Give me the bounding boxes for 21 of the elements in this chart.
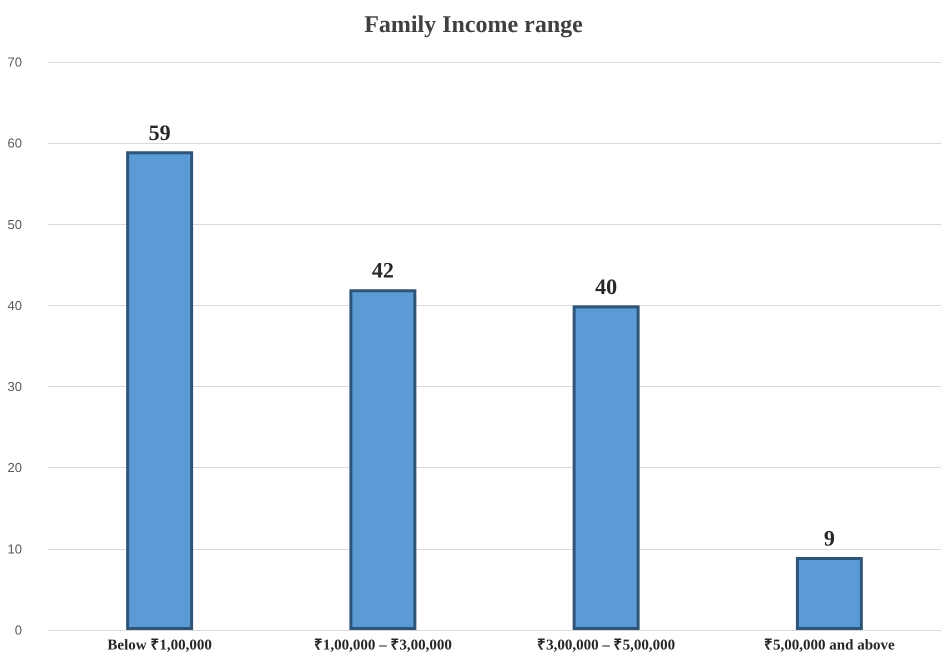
bar: [572, 305, 640, 630]
bar: [349, 289, 416, 630]
y-tick-label: 60: [8, 136, 22, 151]
y-tick-label: 40: [8, 298, 22, 313]
x-tick-label: ₹5,00,000 and above: [764, 638, 896, 654]
data-label: 42: [372, 258, 394, 283]
data-label: 59: [148, 120, 171, 145]
y-tick-label: 50: [8, 216, 22, 232]
bar: [796, 556, 863, 630]
y-tick-label: 20: [8, 460, 22, 476]
x-tick-label: ₹1,00,000 – ₹3,00,000: [314, 638, 452, 654]
bar: [126, 151, 194, 630]
y-tick-label: 30: [8, 379, 22, 394]
x-tick-label: ₹3,00,000 – ₹5,00,000: [537, 638, 676, 654]
data-label: 9: [824, 525, 835, 550]
y-tick-label: 0: [14, 622, 22, 638]
y-tick-label: 70: [8, 54, 22, 70]
x-tick-label: Below ₹1,00,000: [107, 638, 212, 654]
y-tick-label: 10: [8, 541, 22, 556]
chart-title: Family Income range: [364, 12, 584, 38]
data-label: 40: [595, 274, 618, 299]
